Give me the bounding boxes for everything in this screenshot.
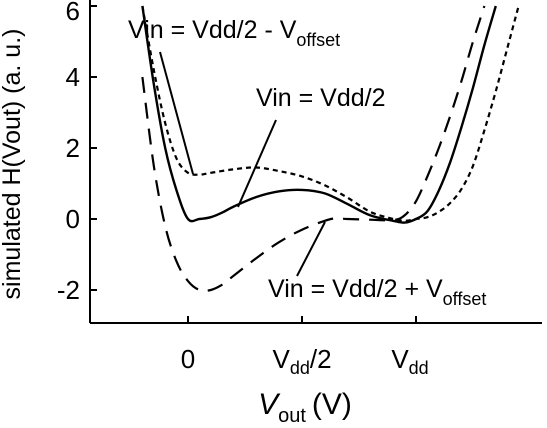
y-tick-label: 2 — [66, 133, 80, 163]
y-axis-label: simulated H(Vout) (a. u.) — [0, 29, 26, 300]
x-axis-label: Vout (V) — [258, 388, 352, 427]
annotations: Vin = Vdd/2 - Voffset Vin = Vdd/2 Vin = … — [128, 16, 486, 309]
x-tick-label-half-vdd: Vdd/2 — [272, 344, 331, 378]
y-tick-label: 6 — [66, 0, 80, 26]
pointer-offset-minus — [159, 51, 194, 175]
series-dashed-line — [141, 5, 486, 292]
annotation-vdd-half: Vin = Vdd/2 — [256, 84, 386, 112]
y-tick-label: 4 — [66, 62, 80, 92]
plot-frame — [89, 0, 542, 324]
x-ticks: 0 Vdd/2 Vdd — [181, 316, 429, 378]
curves — [141, 5, 520, 292]
x-tick-label-vdd: Vdd — [391, 344, 428, 378]
annotation-offset-minus: Vin = Vdd/2 - Voffset — [128, 16, 340, 50]
y-ticks: -2 0 2 4 6 — [57, 0, 97, 305]
x-tick-label-zero: 0 — [181, 344, 195, 374]
series-solid-line — [141, 5, 497, 224]
y-tick-label: 0 — [66, 204, 80, 234]
annotation-pointers — [159, 51, 326, 277]
annotation-offset-plus: Vin = Vdd/2 + Voffset — [268, 275, 486, 309]
pointer-offset-plus — [296, 221, 326, 277]
y-tick-label: -2 — [57, 275, 80, 305]
series-dotted-line — [141, 5, 520, 222]
pointer-vdd-half — [237, 119, 277, 208]
